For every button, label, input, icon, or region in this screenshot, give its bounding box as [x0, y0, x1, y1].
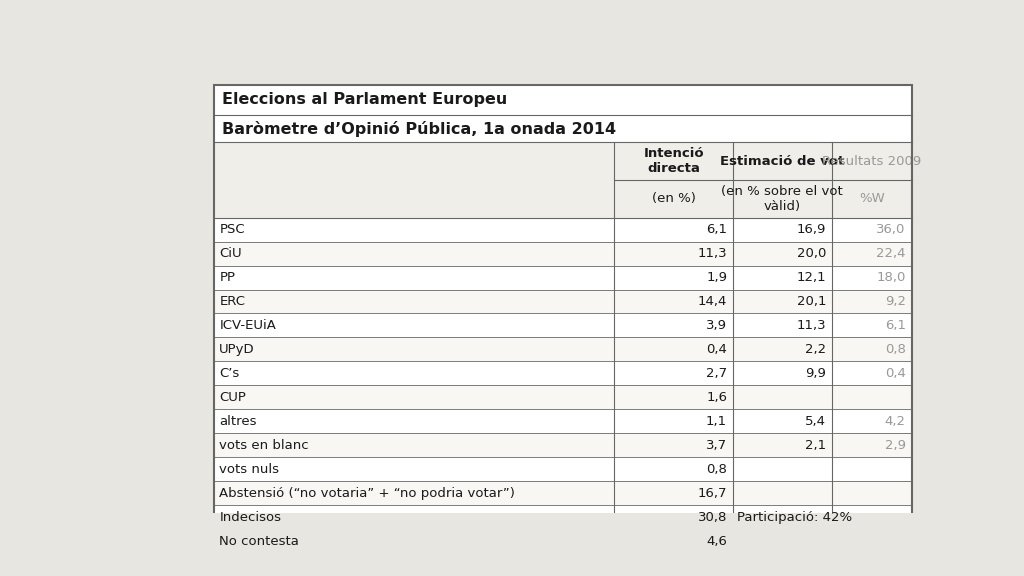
- Bar: [214, 505, 912, 529]
- Bar: [214, 313, 912, 338]
- Bar: [214, 385, 912, 410]
- Bar: [214, 142, 912, 180]
- Text: 6,1: 6,1: [885, 319, 905, 332]
- Text: ICV-EUiA: ICV-EUiA: [219, 319, 276, 332]
- Text: 5,4: 5,4: [805, 415, 826, 428]
- Bar: [214, 529, 912, 553]
- Text: 3,9: 3,9: [707, 319, 727, 332]
- Text: (en %): (en %): [651, 192, 695, 206]
- Text: 0,4: 0,4: [885, 367, 905, 380]
- Text: 12,1: 12,1: [797, 271, 826, 284]
- Bar: [214, 361, 912, 385]
- Bar: [214, 266, 912, 290]
- Text: 30,8: 30,8: [697, 510, 727, 524]
- Text: 20,0: 20,0: [797, 247, 826, 260]
- Text: 11,3: 11,3: [797, 319, 826, 332]
- Text: 18,0: 18,0: [877, 271, 905, 284]
- Text: Abstensió (“no votaria” + “no podria votar”): Abstensió (“no votaria” + “no podria vot…: [219, 487, 515, 499]
- Bar: [214, 410, 912, 433]
- Text: 2,2: 2,2: [805, 343, 826, 356]
- Text: 4,6: 4,6: [707, 535, 727, 548]
- Text: 22,4: 22,4: [877, 247, 905, 260]
- Bar: [214, 218, 912, 242]
- Text: 20,1: 20,1: [797, 295, 826, 308]
- Text: Participació: 42%: Participació: 42%: [736, 510, 852, 524]
- Text: 2,9: 2,9: [885, 439, 905, 452]
- Text: PSC: PSC: [219, 223, 245, 236]
- Text: CiU: CiU: [219, 247, 242, 260]
- Bar: [214, 433, 912, 457]
- Text: 14,4: 14,4: [697, 295, 727, 308]
- Text: 36,0: 36,0: [877, 223, 905, 236]
- Text: CUP: CUP: [219, 391, 246, 404]
- Text: 6,1: 6,1: [707, 223, 727, 236]
- Text: Indecisos: Indecisos: [219, 510, 282, 524]
- Text: %W: %W: [859, 192, 885, 206]
- Text: 1,9: 1,9: [707, 271, 727, 284]
- Text: 16,9: 16,9: [797, 223, 826, 236]
- Text: Eleccions al Parlament Europeu: Eleccions al Parlament Europeu: [221, 92, 507, 107]
- Text: Estimació de vot: Estimació de vot: [720, 154, 845, 168]
- Bar: [214, 242, 912, 266]
- Text: Intenció
directa: Intenció directa: [643, 147, 703, 175]
- Text: C’s: C’s: [219, 367, 240, 380]
- Bar: [214, 457, 912, 481]
- Text: 0,4: 0,4: [707, 343, 727, 356]
- Text: 2,1: 2,1: [805, 439, 826, 452]
- Text: Resultats 2009: Resultats 2009: [822, 154, 922, 168]
- Bar: [214, 338, 912, 361]
- Text: No contesta: No contesta: [219, 535, 299, 548]
- Text: 3,7: 3,7: [706, 439, 727, 452]
- Text: ERC: ERC: [219, 295, 246, 308]
- Bar: [214, 180, 912, 218]
- Text: vots nuls: vots nuls: [219, 463, 280, 476]
- Text: PP: PP: [219, 271, 236, 284]
- Text: UPyD: UPyD: [219, 343, 255, 356]
- Text: 11,3: 11,3: [697, 247, 727, 260]
- Bar: [214, 290, 912, 313]
- Text: 1,6: 1,6: [707, 391, 727, 404]
- Text: (en % sobre el vot
vàlid): (en % sobre el vot vàlid): [722, 185, 843, 213]
- Text: 2,7: 2,7: [706, 367, 727, 380]
- Text: 0,8: 0,8: [885, 343, 905, 356]
- Bar: [214, 481, 912, 505]
- Text: vots en blanc: vots en blanc: [219, 439, 309, 452]
- Text: 9,9: 9,9: [806, 367, 826, 380]
- Text: altres: altres: [219, 415, 257, 428]
- Text: 4,2: 4,2: [885, 415, 905, 428]
- Text: 9,2: 9,2: [885, 295, 905, 308]
- Text: 0,8: 0,8: [707, 463, 727, 476]
- Text: Baròmetre d’Opinió Pública, 1a onada 2014: Baròmetre d’Opinió Pública, 1a onada 201…: [221, 120, 615, 137]
- Text: 1,1: 1,1: [706, 415, 727, 428]
- Text: 16,7: 16,7: [697, 487, 727, 499]
